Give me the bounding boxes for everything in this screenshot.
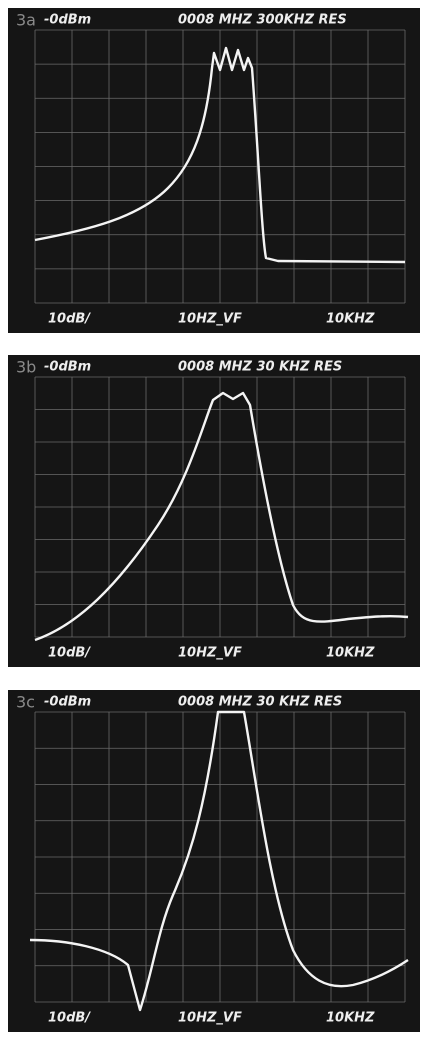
figure-label: 3b [16, 358, 36, 377]
scale-label: 10dB/ [48, 312, 91, 327]
panel: 3b -0dBm 0008 MHZ 30 KHZ RES 10dB/10HZ_VF 10… [8, 355, 420, 667]
reference-level: -0dBm [44, 13, 91, 28]
reference-level: -0dBm [44, 695, 91, 710]
span-label: 10KHZ [326, 312, 375, 327]
span-label: 10KHZ [326, 1011, 375, 1026]
scale-label: 10dB/ [48, 646, 91, 661]
screen [8, 355, 420, 667]
scale-label: 10dB/ [48, 1011, 91, 1026]
panel: 3a -0dBm 0008 MHZ 300KHZ RES 10dB/10HZ_VF 10… [8, 8, 420, 333]
figure-label: 3a [16, 11, 36, 30]
filter-label: 10HZ_VF [178, 312, 242, 327]
panel: 3c -0dBm 0008 MHZ 30 KHZ RES 10dB/10HZ_VF 10… [8, 690, 420, 1032]
trace [34, 46, 406, 264]
reference-level: -0dBm [44, 360, 91, 375]
trace [29, 710, 409, 1012]
frequency-header: 0008 MHZ 300KHZ RES [178, 13, 347, 28]
trace [34, 391, 409, 642]
figure-label: 3c [16, 693, 35, 712]
filter-label: 10HZ_VF [178, 1011, 242, 1026]
frequency-header: 0008 MHZ 30 KHZ RES [178, 360, 342, 375]
screen [8, 8, 420, 333]
filter-label: 10HZ_VF [178, 646, 242, 661]
span-label: 10KHZ [326, 646, 375, 661]
frequency-header: 0008 MHZ 30 KHZ RES [178, 695, 342, 710]
